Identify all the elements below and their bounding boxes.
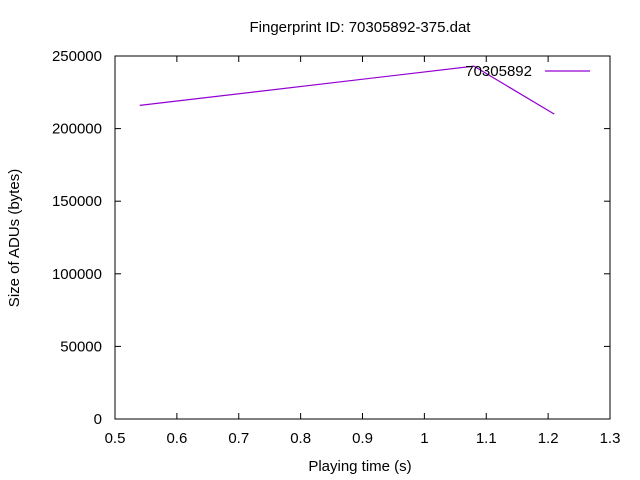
plot-frame xyxy=(114,55,611,420)
y-axis-label: Size of ADUs (bytes) xyxy=(6,169,23,307)
x-tick-label: 0.8 xyxy=(290,430,311,447)
x-tick-label: 1.2 xyxy=(538,430,559,447)
x-tick-label: 1.1 xyxy=(476,430,497,447)
x-tick-label: 0.9 xyxy=(352,430,373,447)
y-tick-label: 0 xyxy=(94,411,102,428)
y-tick-label: 50000 xyxy=(60,338,102,355)
x-tick-label: 0.6 xyxy=(166,430,187,447)
legend: 70305892 xyxy=(465,63,590,80)
x-tick-label: 0.5 xyxy=(105,430,126,447)
y-axis: 0 50000 100000 150000 200000 250000 xyxy=(52,48,610,428)
x-tick-label: 1 xyxy=(420,430,428,447)
legend-label: 70305892 xyxy=(465,63,532,80)
x-axis: 0.5 0.6 0.7 0.8 0.9 1 1.1 1.2 1.3 xyxy=(105,56,621,447)
y-tick-label: 200000 xyxy=(52,121,102,138)
series-line xyxy=(139,65,555,115)
x-axis-label: Playing time (s) xyxy=(308,458,411,475)
y-tick-label: 150000 xyxy=(52,193,102,210)
chart-title: Fingerprint ID: 70305892-375.dat xyxy=(250,19,472,36)
x-tick-label: 1.3 xyxy=(600,430,621,447)
x-tick-label: 0.7 xyxy=(228,430,249,447)
y-tick-label: 100000 xyxy=(52,266,102,283)
y-tick-label: 250000 xyxy=(52,48,102,65)
series-layer xyxy=(139,65,555,115)
